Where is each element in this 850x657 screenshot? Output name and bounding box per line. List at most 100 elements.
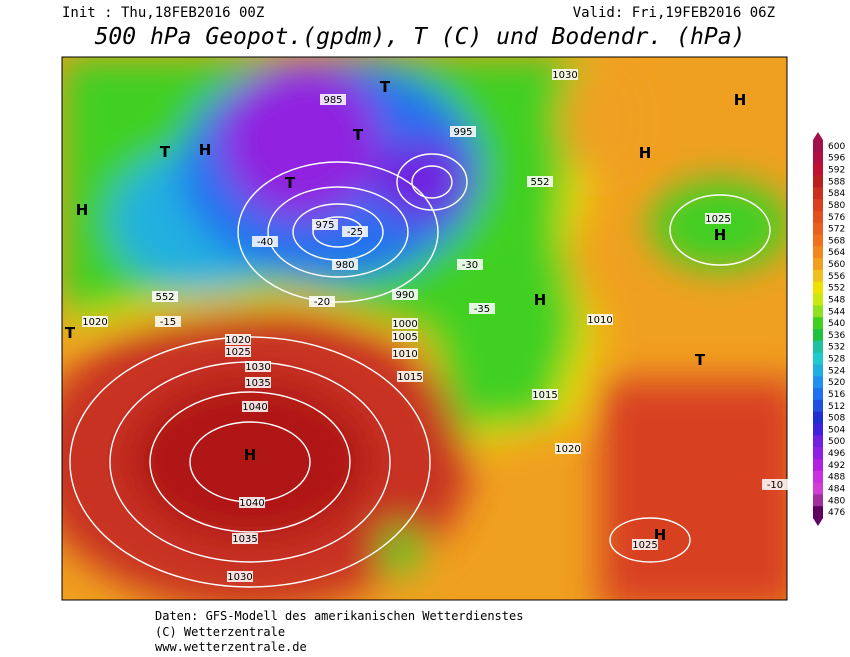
isoline-label: 995 [453, 127, 472, 138]
isoline-label: 1035 [245, 378, 270, 389]
label-box [155, 316, 181, 327]
isoline-label: 1000 [392, 319, 417, 330]
isoline-label: 1025 [705, 214, 730, 225]
colorbar-label: 568 [828, 236, 845, 246]
colorbar-swatch [813, 151, 823, 165]
label-box [392, 331, 418, 342]
label-box [312, 219, 338, 230]
pressure-center: H [639, 144, 652, 162]
colorbar-label: 480 [828, 496, 845, 506]
pressure-center: T [695, 351, 706, 369]
label-box [342, 226, 368, 237]
isoline-label: 985 [323, 95, 342, 106]
isoline-label: 1025 [225, 347, 250, 358]
isoline-label: 1020 [555, 444, 580, 455]
label-box [552, 69, 578, 80]
colorbar-label: 600 [828, 142, 845, 152]
label-box [457, 259, 483, 270]
colorbar-swatch [813, 411, 823, 424]
isoline-label: -40 [257, 237, 273, 248]
label-box [705, 213, 731, 224]
colorbar-swatch [813, 352, 823, 365]
colorbar-label: 532 [828, 343, 845, 353]
isoline-label: 1030 [245, 362, 270, 373]
isoline-label: -20 [314, 297, 330, 308]
colorbar-label: 484 [828, 484, 845, 494]
colorbar-label: 596 [828, 154, 845, 164]
footer-line: www.wetterzentrale.de [155, 640, 307, 654]
colorbar-label: 524 [828, 366, 845, 376]
footer-line: (C) Wetterzentrale [155, 625, 285, 639]
colorbar-label: 588 [828, 177, 845, 187]
isoline-label: 1020 [82, 317, 107, 328]
isoline-label: 552 [530, 177, 549, 188]
label-box [397, 371, 423, 382]
pressure-center: T [285, 174, 296, 192]
colorbar-label: 476 [828, 508, 845, 518]
isoline-label: 1025 [632, 540, 657, 551]
isoline-label: 1030 [227, 572, 252, 583]
init-time: Init : Thu,18FEB2016 00Z [62, 5, 264, 21]
colorbar-label: 536 [828, 331, 845, 341]
colorbar-label: 584 [828, 189, 845, 199]
colorbar-swatch [813, 423, 823, 436]
colorbar-label: 564 [828, 248, 845, 258]
isoline-label: 1005 [392, 332, 417, 343]
pressure-center: H [199, 141, 212, 159]
isoline-label: -15 [160, 317, 176, 328]
label-box [632, 539, 658, 550]
colorbar-swatch [813, 388, 823, 401]
pressure-center: H [714, 226, 727, 244]
map-frame [61, 56, 788, 601]
colorbar-label: 496 [828, 449, 845, 459]
label-box [450, 126, 476, 137]
colorbar-swatch [813, 317, 823, 330]
colorbar-label: 552 [828, 284, 845, 294]
label-box [527, 176, 553, 187]
label-box [225, 334, 251, 345]
pressure-center: T [65, 324, 76, 342]
isoline-label: 1035 [232, 534, 257, 545]
colorbar-swatch [813, 305, 823, 318]
isoline-label: 975 [315, 220, 334, 231]
label-box [245, 361, 271, 372]
footer-line: Daten: GFS-Modell des amerikanischen Wet… [155, 609, 523, 623]
colorbar-swatch [813, 187, 823, 200]
label-box [245, 377, 271, 388]
label-box [532, 389, 558, 400]
colorbar-swatch [813, 364, 823, 377]
label-box [82, 316, 108, 327]
colorbar-swatch [813, 163, 823, 176]
colorbar-swatch [813, 210, 823, 224]
colorbar-label: 548 [828, 295, 845, 305]
colorbar-swatch [813, 329, 823, 342]
isoline-label: 980 [335, 260, 354, 271]
colorbar-label: 500 [828, 437, 845, 447]
colorbar-swatch [813, 222, 823, 235]
colorbar-swatch [813, 376, 823, 389]
isoline-label: 1040 [242, 402, 267, 413]
colorbar-label: 504 [828, 425, 845, 435]
colorbar-label: 492 [828, 461, 845, 471]
colorbar-swatch [813, 281, 823, 295]
map [62, 57, 787, 600]
colorbar-label: 512 [828, 402, 845, 412]
isoline-label: 1015 [532, 390, 557, 401]
colorbar-swatch [813, 293, 823, 306]
isoline-label: 1030 [552, 70, 577, 81]
isoline-label: -25 [347, 227, 363, 238]
colorbar-swatch [813, 506, 823, 519]
label-box [762, 479, 788, 490]
colorbar-label: 544 [828, 307, 845, 317]
colorbar-label: 592 [828, 166, 845, 176]
valid-time: Valid: Fri,19FEB2016 06Z [573, 5, 775, 21]
colorbar-swatch [813, 140, 823, 153]
colorbar-label: 488 [828, 473, 845, 483]
colorbar-swatch [813, 234, 823, 247]
label-box [332, 259, 358, 270]
label-box [392, 289, 418, 300]
colorbar-label: 580 [828, 201, 845, 211]
isoline-label: 1015 [397, 372, 422, 383]
isoline-label: 552 [155, 292, 174, 303]
